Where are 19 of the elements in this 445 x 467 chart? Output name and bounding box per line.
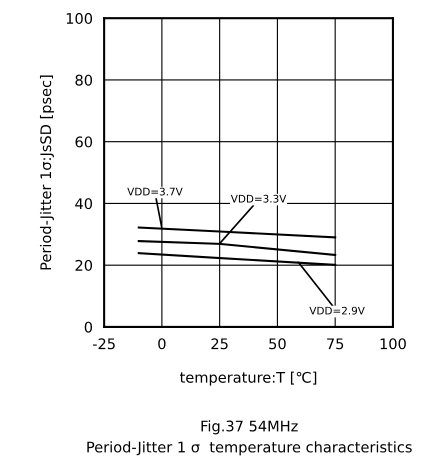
x-tick-label: 75 — [327, 338, 344, 350]
x-tick-label: 100 — [380, 338, 406, 350]
caption: Fig.37 54MHz — [202, 420, 298, 434]
y-tick-label: 80 — [75, 74, 92, 86]
annotation: VDD=3.7V — [127, 188, 183, 196]
x-tick-label: 25 — [211, 338, 228, 350]
x-axis-title: temperature:T [℃] — [180, 372, 316, 386]
y-tick-label: 0 — [84, 322, 92, 333]
annotation: VDD=2.9V — [309, 306, 365, 315]
y-tick-label: 20 — [76, 260, 92, 271]
y-axis-title: Period-Jitter 1σ:JsSD [psec] — [40, 76, 54, 270]
x-tick-label: 50 — [269, 338, 286, 350]
text: Period-Jitter 1 σ temperature characteristics — [87, 441, 412, 456]
x-tick-label: 0 — [158, 338, 166, 350]
y-tick-label: 60 — [75, 136, 92, 148]
y-tick-label: 40 — [75, 198, 92, 210]
y-tick-label: 100 — [66, 12, 92, 24]
annotation: VDD=3.3V — [230, 194, 286, 203]
x-tick-label: -25 — [92, 338, 115, 350]
